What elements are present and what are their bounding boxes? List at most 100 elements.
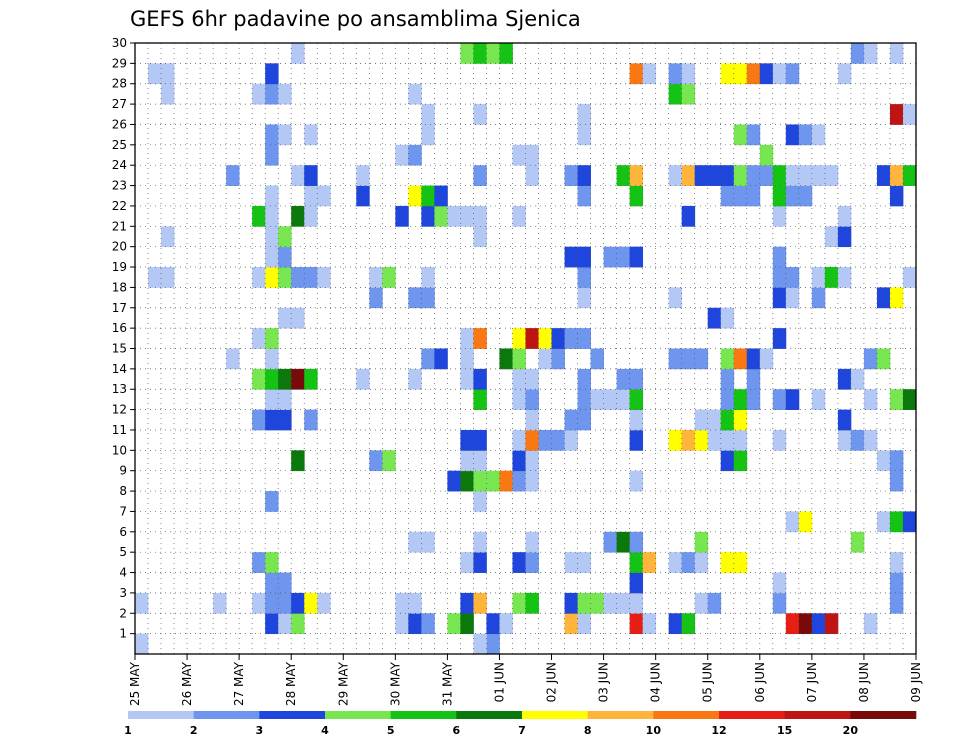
heatmap-cell: [759, 165, 774, 186]
heatmap-cell: [772, 429, 787, 451]
heatmap-cell: [616, 368, 631, 390]
heatmap-cell: [733, 409, 748, 431]
heatmap-cell: [876, 348, 891, 370]
heatmap-cell: [629, 409, 644, 431]
heatmap-cell: [577, 368, 591, 390]
heatmap-cell: [733, 389, 748, 410]
heatmap-cell: [577, 267, 591, 288]
legend-swatch: [390, 711, 457, 719]
heatmap-cell: [629, 246, 644, 268]
heatmap-cell: [512, 552, 526, 573]
heatmap-cell: [772, 63, 787, 85]
heatmap-cell: [473, 531, 487, 553]
x-tick-label: 26 MAY: [180, 661, 194, 706]
heatmap-cell: [538, 328, 552, 349]
heatmap-cell: [876, 450, 891, 472]
heatmap-cell: [811, 124, 826, 146]
heatmap-cell: [889, 511, 904, 533]
heatmap-cell: [291, 368, 305, 390]
heatmap-cell: [850, 429, 865, 451]
legend-swatch: [128, 711, 194, 719]
heatmap-cell: [681, 429, 696, 451]
heatmap-cell: [395, 144, 409, 166]
heatmap-cell: [161, 63, 175, 85]
heatmap-cell: [577, 185, 591, 207]
heatmap-cell: [694, 592, 709, 614]
heatmap-cell: [720, 409, 735, 431]
heatmap-cell: [772, 592, 787, 614]
heatmap-cell: [447, 613, 461, 635]
heatmap-cell: [577, 246, 591, 268]
heatmap-cell: [460, 205, 474, 227]
y-tick-label: 27: [112, 97, 127, 111]
heatmap-cell: [473, 389, 487, 410]
heatmap-cell: [577, 613, 591, 635]
heatmap-cell: [408, 613, 422, 635]
y-tick-label: 1: [119, 627, 127, 641]
heatmap-cell: [551, 429, 565, 451]
y-tick-label: 28: [112, 77, 127, 91]
heatmap-cell: [265, 185, 279, 207]
heatmap-cell: [902, 165, 917, 186]
y-tick-label: 22: [112, 199, 127, 213]
heatmap-cell: [889, 287, 904, 309]
heatmap-cell: [681, 165, 696, 186]
heatmap-cell: [408, 144, 422, 166]
heatmap-cell: [473, 226, 487, 248]
heatmap-cell: [499, 613, 513, 635]
heatmap-cell: [694, 429, 709, 451]
y-tick-label: 26: [112, 117, 127, 131]
heatmap-cell: [720, 307, 735, 329]
heatmap-cell: [668, 165, 683, 186]
heatmap-cell: [707, 307, 722, 329]
legend-label: 4: [321, 724, 329, 737]
heatmap-cell: [668, 429, 683, 451]
heatmap-cell: [161, 226, 175, 248]
heatmap-cell: [421, 531, 435, 553]
y-tick-label: 8: [119, 484, 127, 498]
legend-label: 3: [256, 724, 264, 737]
heatmap-cell: [265, 246, 279, 268]
heatmap-cell: [811, 267, 826, 288]
heatmap-cell: [668, 83, 683, 105]
heatmap-cell: [629, 552, 644, 573]
heatmap-cell: [629, 368, 644, 390]
heatmap-cell: [785, 124, 800, 146]
heatmap-cell: [291, 165, 305, 186]
heatmap-cell: [694, 165, 709, 186]
heatmap-cell: [486, 613, 500, 635]
heatmap-cell: [616, 246, 631, 268]
heatmap-cell: [304, 267, 318, 288]
heatmap-cell: [525, 592, 539, 614]
heatmap-cell: [811, 287, 826, 309]
heatmap-cell: [395, 205, 409, 227]
heatmap-cell: [525, 328, 539, 349]
heatmap-cell: [408, 287, 422, 309]
heatmap-cell: [694, 552, 709, 573]
heatmap-cell: [850, 531, 865, 553]
heatmap-cell: [577, 165, 591, 186]
heatmap-cell: [421, 348, 435, 370]
heatmap-cell: [616, 165, 631, 186]
heatmap-cell: [824, 267, 839, 288]
heatmap-cell: [668, 348, 683, 370]
heatmap-cell: [889, 552, 904, 573]
heatmap-cell: [304, 165, 318, 186]
y-tick-label: 18: [112, 280, 127, 294]
heatmap-cell: [265, 205, 279, 227]
heatmap-cell: [538, 429, 552, 451]
legend-swatch: [850, 711, 917, 719]
heatmap-cell: [707, 429, 722, 451]
heatmap-cell: [811, 165, 826, 186]
heatmap-cell: [278, 389, 292, 410]
heatmap-cell: [460, 552, 474, 573]
heatmap-cell: [668, 613, 683, 635]
heatmap-cell: [148, 63, 162, 85]
y-tick-label: 23: [112, 179, 127, 193]
heatmap-cell: [512, 205, 526, 227]
x-tick-label: 30 MAY: [388, 661, 402, 706]
heatmap-cell: [460, 348, 474, 370]
heatmap-cell: [694, 409, 709, 431]
heatmap-cell: [525, 144, 539, 166]
heatmap-cell: [551, 328, 565, 349]
